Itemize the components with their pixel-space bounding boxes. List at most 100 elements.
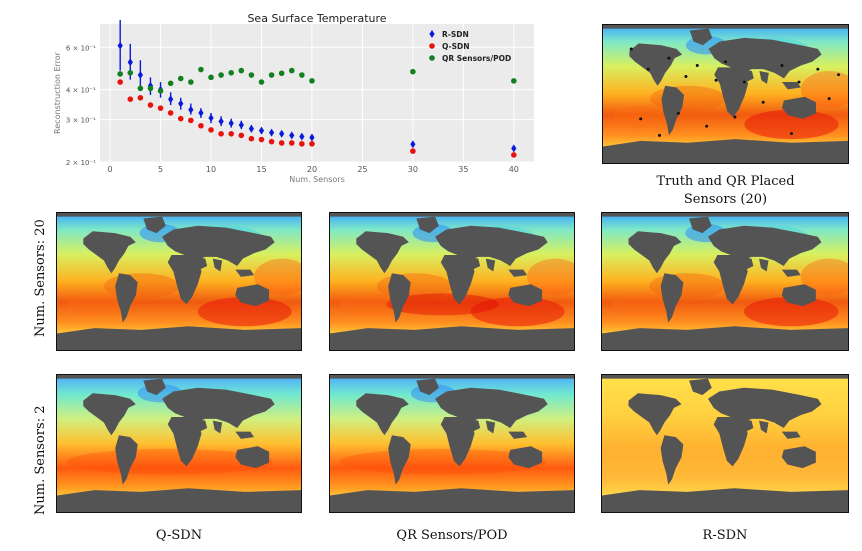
land-mass — [740, 69, 754, 83]
q-sdn-point — [258, 136, 265, 143]
land-mass — [781, 284, 816, 307]
land-mass — [388, 435, 411, 485]
y-tick-label: 4 × 10⁻¹ — [66, 87, 96, 95]
land-mass — [57, 326, 301, 350]
land-mass — [759, 420, 769, 434]
y-tick-label: 6 × 10⁻¹ — [66, 44, 96, 52]
map-r-sdn-2-sensors — [601, 374, 849, 513]
qr-sensors-pod-point — [177, 75, 184, 82]
legend-marker-r-sdn — [429, 30, 435, 38]
sensor-marker — [639, 117, 643, 121]
land-mass — [714, 67, 749, 117]
qr-sensors-pod-point — [218, 72, 224, 78]
x-tick-label: 25 — [357, 165, 367, 174]
land-mass — [781, 446, 816, 469]
q-sdn-point — [268, 138, 275, 145]
land-mass — [629, 43, 683, 86]
y-tick-label: 2 × 10⁻¹ — [66, 159, 96, 167]
land-mass — [661, 85, 685, 136]
land-mass — [467, 418, 481, 432]
r-sdn-point — [178, 99, 184, 108]
legend-label-qr-sensors-pod: QR Sensors/POD — [442, 54, 511, 63]
sst-map-graphic — [603, 25, 848, 163]
map-qr-pod-2-sensors — [329, 374, 575, 513]
qr-sensors-pod-point — [167, 80, 174, 87]
sst-map-graphic — [57, 213, 301, 350]
qr-sensors-pod-point — [188, 79, 194, 85]
land-mass — [781, 431, 801, 439]
qr-sensors-pod-point — [228, 69, 235, 76]
land-mass — [660, 273, 684, 323]
x-tick-label: 30 — [408, 165, 418, 174]
q-sdn-point — [511, 152, 517, 158]
error-chart-svg: 0 5 10 15 20 25 30 35 40 2 × 10⁻¹ 3 × 10⁻¹ 4 × 10⁻¹… — [53, 12, 534, 184]
land-mass — [235, 446, 270, 469]
error-chart: 0 5 10 15 20 25 30 35 40 2 × 10⁻¹ 3 × 10⁻¹ 4 × 10⁻¹… — [0, 0, 560, 200]
r-sdn-point — [511, 144, 517, 153]
land-mass — [602, 488, 848, 512]
y-tick-label: 3 × 10⁻¹ — [66, 117, 96, 125]
land-mass — [143, 216, 166, 234]
sensor-marker — [658, 133, 662, 137]
land-mass — [628, 393, 682, 436]
r-sdn-point — [279, 129, 285, 138]
y-axis-label: Reconstruction Error — [53, 51, 62, 134]
column-label-qr-pod: QR Sensors/POD — [396, 528, 508, 543]
sst-map-graphic — [330, 375, 574, 512]
r-sdn-point — [238, 121, 244, 130]
land-mass — [83, 231, 136, 274]
q-sdn-point — [299, 141, 305, 147]
land-mass — [508, 269, 528, 277]
land-mass — [782, 96, 816, 119]
r-sdn-point — [208, 113, 214, 122]
land-mass — [115, 435, 138, 485]
sensor-marker — [742, 80, 746, 84]
qr-sensors-pod-point — [511, 78, 517, 84]
land-mass — [194, 256, 208, 270]
land-mass — [602, 375, 848, 379]
map-r-sdn-20-sensors — [601, 212, 849, 351]
land-mass — [167, 417, 202, 467]
sst-map-graphic — [602, 375, 848, 512]
q-sdn-point — [218, 131, 224, 137]
sensor-marker — [714, 78, 718, 82]
land-mass — [602, 213, 848, 217]
sensor-marker — [684, 75, 688, 78]
land-mass — [167, 255, 202, 305]
r-sdn-point — [188, 105, 194, 114]
chart-title: Sea Surface Temperature — [247, 12, 386, 25]
land-mass — [235, 431, 255, 439]
truth-sensor-map — [602, 24, 849, 164]
sensor-marker — [816, 67, 820, 71]
land-mass — [740, 256, 754, 270]
q-sdn-point — [238, 132, 245, 139]
r-sdn-point — [258, 126, 265, 135]
land-mass — [707, 225, 822, 266]
column-label-q-sdn: Q-SDN — [155, 528, 203, 543]
q-sdn-point — [137, 94, 144, 101]
q-sdn-point — [198, 122, 204, 129]
q-sdn-point — [127, 96, 134, 102]
q-sdn-point — [147, 102, 154, 108]
qr-sensors-pod-point — [248, 72, 255, 78]
land-mass — [194, 418, 208, 432]
map-qr-pod-20-sensors — [329, 212, 575, 351]
qr-sensors-pod-point — [238, 67, 245, 74]
legend-marker-qr-sensors-pod — [429, 55, 435, 61]
x-tick-label: 35 — [458, 165, 468, 174]
land-mass — [330, 488, 574, 512]
qr-sensors-pod-point — [410, 68, 416, 75]
x-tick-label: 20 — [307, 165, 317, 174]
map-q-sdn-2-sensors — [56, 374, 302, 513]
land-mass — [602, 326, 848, 350]
land-mass — [440, 417, 475, 467]
land-mass — [115, 273, 138, 323]
x-tick-label: 10 — [206, 165, 216, 174]
land-mass — [713, 417, 748, 467]
r-sdn-point — [228, 119, 234, 128]
land-mass — [435, 225, 548, 266]
r-sdn-point — [299, 132, 305, 141]
land-mass — [508, 284, 543, 307]
q-sdn-point — [248, 135, 255, 142]
x-tick-label: 40 — [509, 165, 519, 174]
